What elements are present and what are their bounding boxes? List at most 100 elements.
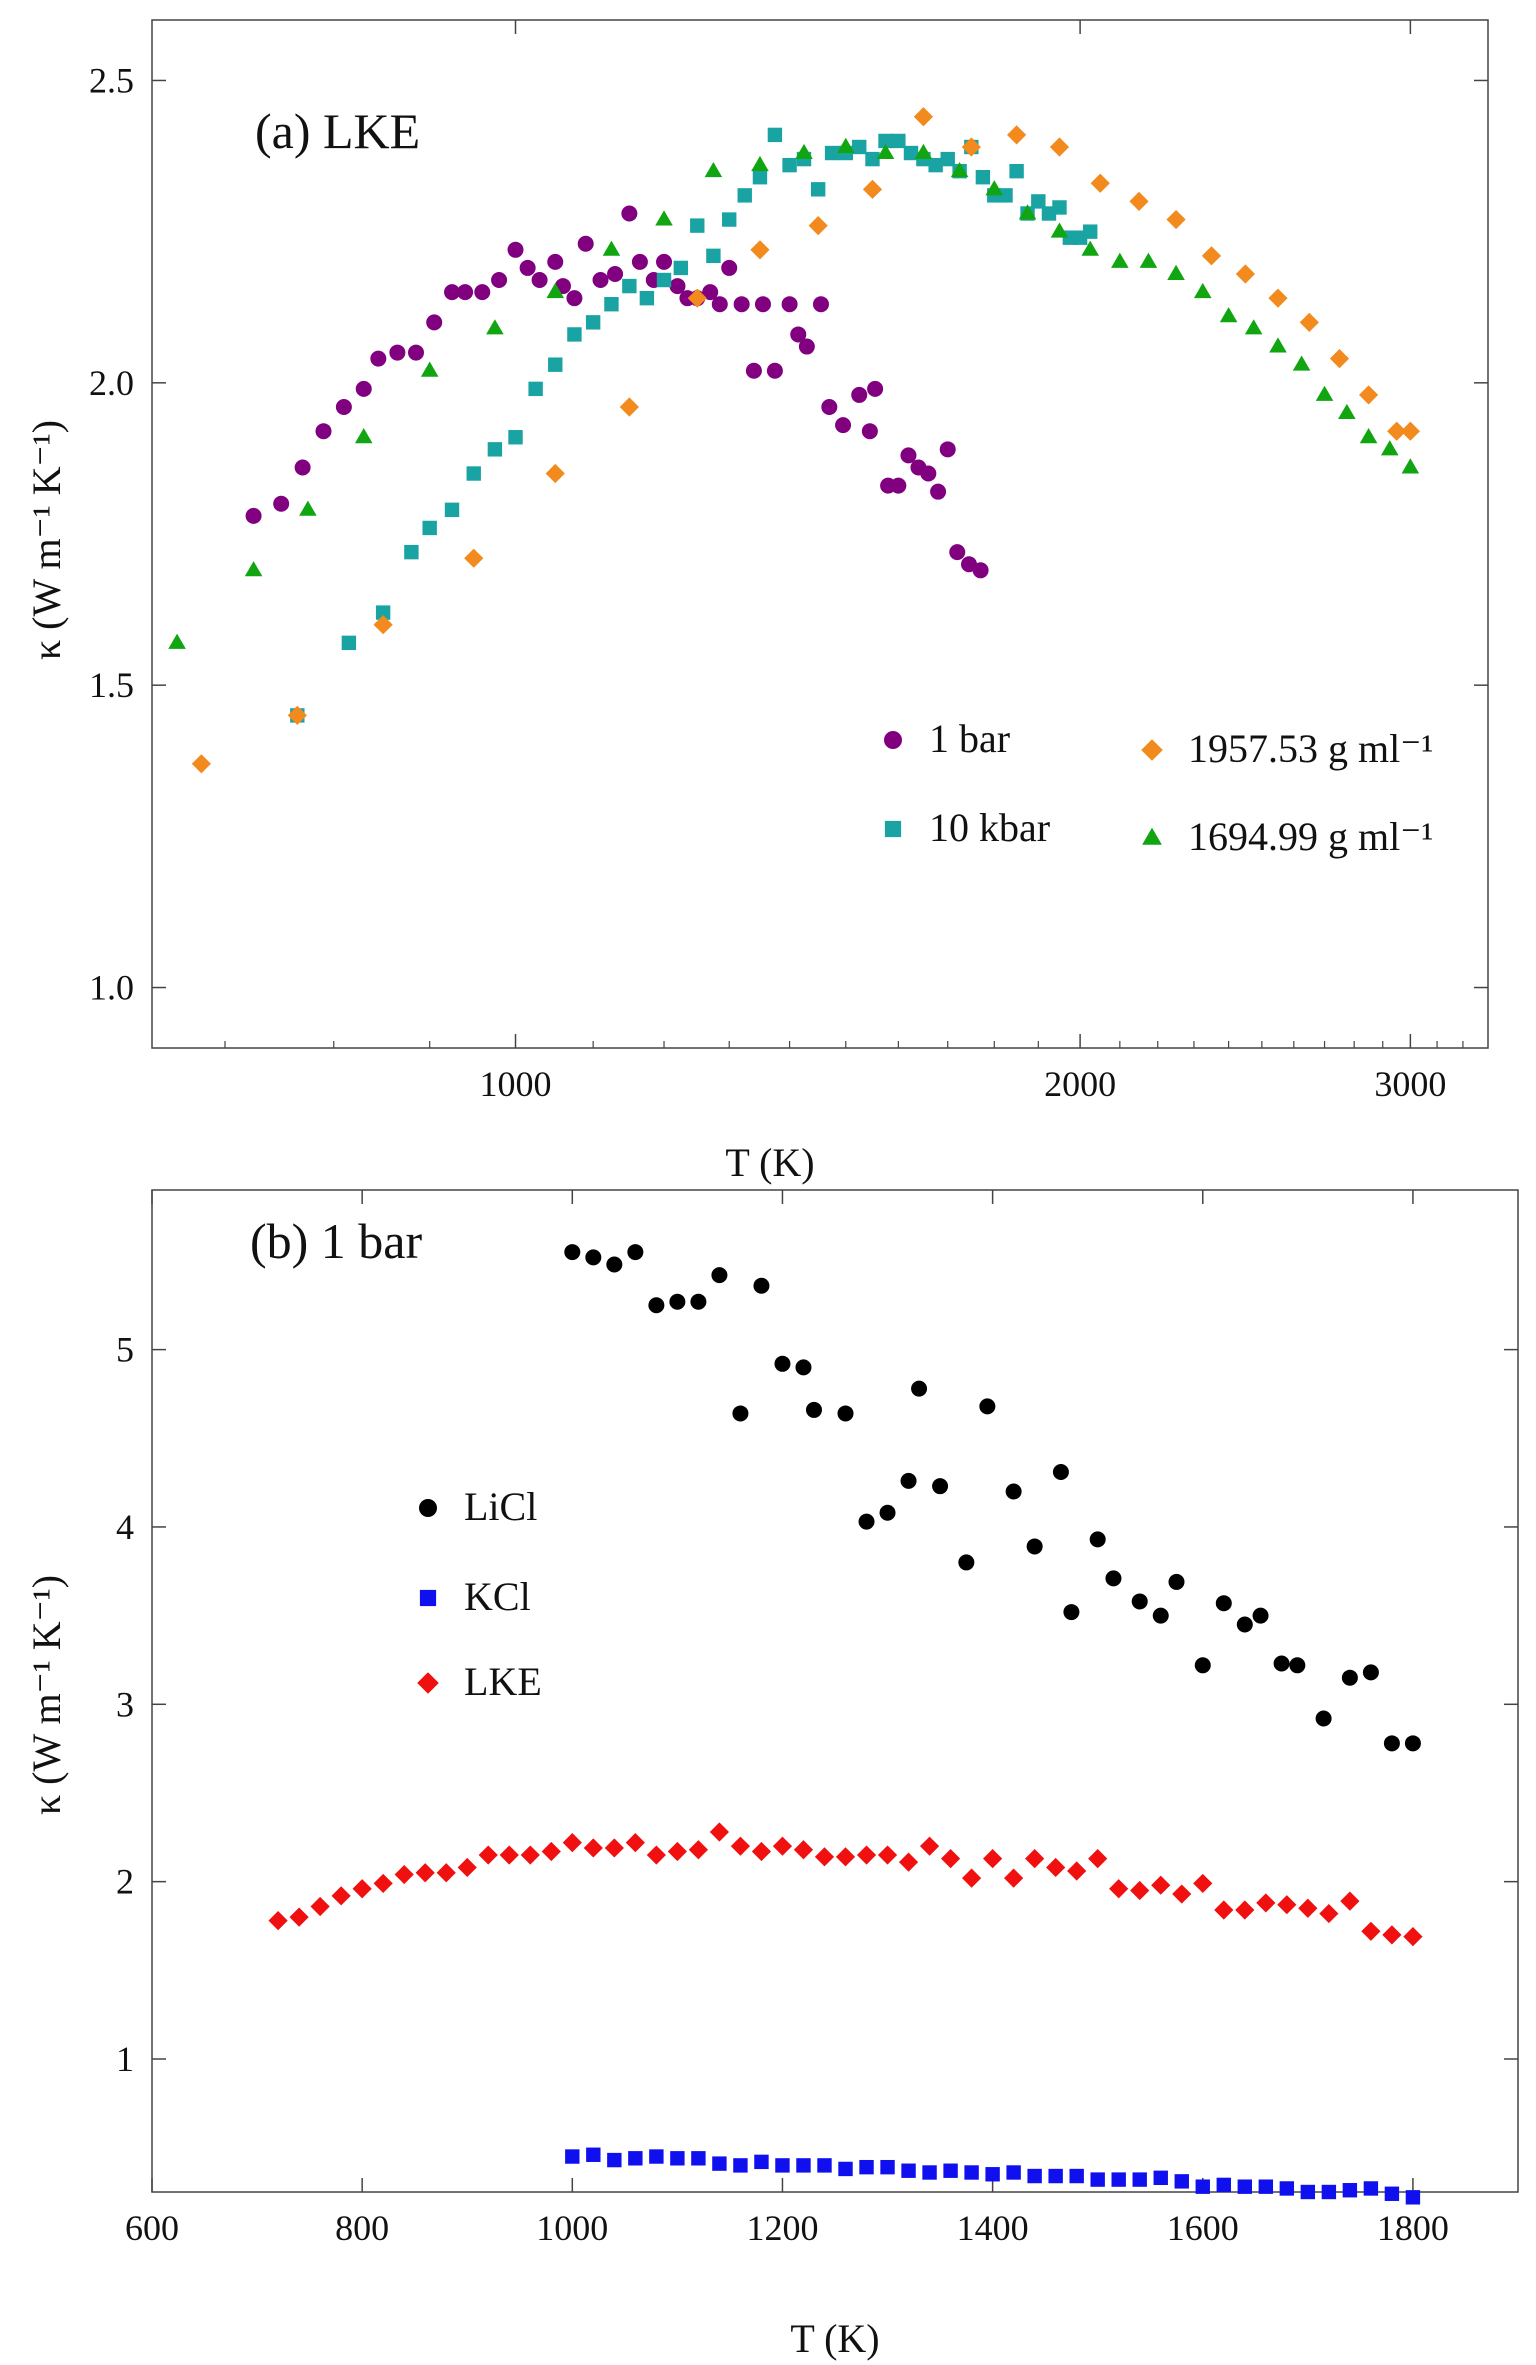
panel-a-point-diamond (373, 615, 393, 635)
panel-b-point-square (964, 2165, 979, 2180)
panel-b-point-circle (805, 1401, 822, 1418)
panel-b-point-circle (732, 1405, 749, 1422)
panel-a-point-square (444, 502, 460, 518)
panel-b-point-circle (932, 1478, 949, 1495)
panel-a-point-square (422, 520, 437, 536)
panel-a-point-square (656, 272, 672, 288)
panel-b-legend-label: LiCl (464, 1484, 537, 1529)
panel-a-y-tick-label: 1.0 (89, 968, 134, 1008)
panel-b-point-diamond (1256, 1893, 1276, 1913)
panel-a-point-circle (835, 417, 852, 434)
panel-a-lke-chart: 1000 2000 3000 1.0 1.5 2.0 2.5 (a) LKE T (K) κ… (24, 19, 1489, 1185)
panel-b-point-circle (1194, 1657, 1211, 1674)
panel-b-point-square (586, 2147, 601, 2162)
panel-a-point-square (975, 170, 991, 185)
panel-b-point-circle (1005, 1483, 1022, 1500)
panel-b-point-square (628, 2151, 643, 2166)
panel-a-point-diamond (1049, 137, 1070, 157)
panel-b-y-axis-label: κ (W m⁻¹ K⁻¹) (24, 1575, 69, 1815)
panel-a-point-square (585, 315, 601, 330)
panel-b-point-square (1216, 2177, 1231, 2193)
panel-b-point-diamond (520, 1845, 540, 1865)
panel-b-point-square (1363, 2181, 1379, 2196)
panel-a-point-diamond (1387, 421, 1407, 441)
panel-a-point-triangle (1292, 355, 1311, 371)
panel-b-point-circle (1273, 1655, 1290, 1672)
panel-a-point-circle (577, 235, 594, 252)
panel-a-point-diamond (619, 397, 639, 417)
panel-a-point-circle (930, 483, 947, 500)
panel-b-point-square (859, 2159, 874, 2175)
panel-b-point-diamond (1235, 1900, 1255, 1920)
panel-a-point-square (548, 357, 563, 372)
panel-a-point-square (604, 297, 619, 312)
panel-a-point-circle (721, 259, 738, 276)
panel-b-point-diamond (457, 1857, 477, 1878)
panel-a-point-diamond (287, 705, 307, 726)
panel-a-point-circle (519, 259, 536, 276)
panel-a-point-circle (851, 386, 868, 403)
panel-b-point-diamond (1067, 1861, 1087, 1881)
panel-a-point-circle (355, 380, 372, 397)
panel-b-point-circle (979, 1398, 996, 1415)
panel-b-point-square (1069, 2168, 1084, 2184)
panel-a-x-tick-label: 1000 (480, 1064, 552, 1104)
panel-b-point-square (1090, 2172, 1105, 2187)
panel-b-point-diamond (499, 1845, 519, 1865)
panel-b-point-diamond (625, 1833, 645, 1853)
panel-b-point-diamond (1193, 1873, 1213, 1894)
panel-a-point-triangle (1111, 252, 1129, 268)
panel-b-point-diamond (1025, 1848, 1045, 1869)
panel-a-point-triangle (1081, 240, 1100, 256)
panel-b-point-square (1405, 2190, 1421, 2205)
panel-a-point-diamond (545, 463, 565, 484)
panel-a-axes: 1000 2000 3000 1.0 1.5 2.0 2.5 (89, 20, 1488, 1104)
panel-b-point-square (775, 2158, 790, 2173)
panel-a-plot-frame (151, 19, 1489, 1049)
panel-a-point-diamond (1268, 288, 1288, 308)
panel-a-point-circle (890, 477, 907, 494)
panel-b-point-circle (1052, 1463, 1069, 1480)
panel-b-point-diamond (814, 1847, 835, 1867)
panel-a-point-triangle (602, 240, 621, 256)
panel-a-point-square (375, 605, 391, 620)
panel-b-point-square (1195, 2179, 1210, 2194)
panel-a-point-circle (566, 290, 583, 307)
panel-b-point-circle (606, 1256, 623, 1273)
panel-a-point-circle (867, 380, 884, 397)
panel-b-point-circle (1215, 1595, 1232, 1612)
panel-b-x-tick-label: 1800 (1377, 2208, 1449, 2248)
panel-b-point-diamond (541, 1841, 561, 1862)
panel-b-point-circle (1362, 1664, 1379, 1681)
panel-a-point-circle (457, 284, 474, 301)
panel-a-point-circle (745, 362, 762, 379)
panel-b-point-square (1279, 2181, 1295, 2196)
panel-a-point-square (767, 127, 783, 143)
panel-b-point-diamond (730, 1836, 751, 1856)
panel-a-legend-label: 1 bar (929, 716, 1010, 761)
panel-b-point-square (1384, 2186, 1400, 2201)
panel-a-point-diamond (1007, 125, 1027, 145)
panel-a-point-diamond (808, 216, 828, 236)
panel-b-point-circle (900, 1472, 917, 1489)
panel-b-point-square (922, 2165, 937, 2180)
panel-b-point-circle (1315, 1710, 1332, 1727)
panel-a-point-triangle (299, 500, 317, 516)
panel-a-point-triangle (1359, 428, 1378, 444)
panel-b-point-diamond (1403, 1927, 1423, 1947)
panel-b-point-square (1321, 2184, 1337, 2200)
panel-b-legend-label: KCl (464, 1574, 531, 1619)
panel-b-x-axis-label: T (K) (790, 2316, 879, 2361)
panel-a-point-triangle (420, 361, 439, 377)
panel-b-y-tick-label: 2 (116, 1862, 134, 1902)
panel-a-point-circle (656, 253, 673, 270)
panel-b-point-circle (1252, 1607, 1269, 1624)
panel-a-point-square (782, 157, 797, 173)
panel-a-point-circle (474, 284, 491, 301)
panel-b-point-circle (1105, 1570, 1122, 1587)
panel-a-point-square (622, 278, 637, 294)
panel-a-point-triangle (836, 137, 855, 153)
panel-a-point-circle (812, 296, 829, 313)
panel-b-point-diamond (436, 1863, 456, 1883)
panel-a-point-triangle (655, 210, 673, 226)
